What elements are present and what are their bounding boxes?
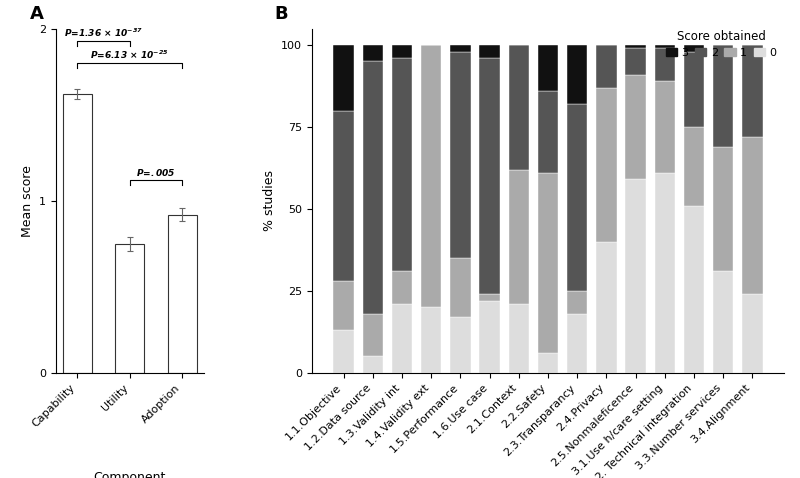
Bar xyxy=(626,45,646,48)
Bar xyxy=(567,104,587,291)
Bar xyxy=(362,314,383,357)
Bar xyxy=(654,48,675,81)
Text: B: B xyxy=(274,5,288,22)
Text: $\bfit{P}$=$\bfit{.005}$: $\bfit{P}$=$\bfit{.005}$ xyxy=(136,167,176,178)
Bar xyxy=(450,317,470,373)
Bar xyxy=(742,137,762,294)
Text: $\bfit{P}$=$\bfit{1.36}$ × $\bfit{10}^{\bfit{-37}}$: $\bfit{P}$=$\bfit{1.36}$ × $\bfit{10}^{\… xyxy=(64,27,143,39)
Bar xyxy=(538,353,558,373)
Bar xyxy=(450,45,470,52)
Bar xyxy=(392,45,412,58)
Bar xyxy=(168,215,197,373)
Bar xyxy=(334,281,354,330)
Bar xyxy=(684,52,704,127)
Bar xyxy=(567,45,587,104)
Bar xyxy=(450,258,470,317)
Bar xyxy=(479,45,500,58)
Bar xyxy=(567,291,587,314)
Bar xyxy=(713,271,734,373)
Bar xyxy=(596,87,617,242)
Text: A: A xyxy=(30,5,43,22)
Legend: 3, 2, 1, 0: 3, 2, 1, 0 xyxy=(664,27,778,60)
Bar xyxy=(479,301,500,373)
Bar xyxy=(509,45,529,170)
Bar xyxy=(479,294,500,301)
Bar xyxy=(742,294,762,373)
Bar xyxy=(450,52,470,258)
Bar xyxy=(334,330,354,373)
Bar xyxy=(334,45,354,110)
Bar xyxy=(626,179,646,373)
Bar xyxy=(362,62,383,314)
Bar xyxy=(626,75,646,179)
Bar xyxy=(362,45,383,62)
Bar xyxy=(538,91,558,173)
Bar xyxy=(509,304,529,373)
Bar xyxy=(654,173,675,373)
Bar xyxy=(538,173,558,353)
Bar xyxy=(509,170,529,304)
Bar xyxy=(538,45,558,91)
Bar xyxy=(392,58,412,271)
Bar xyxy=(684,45,704,52)
Bar xyxy=(713,147,734,271)
Bar xyxy=(392,304,412,373)
Bar xyxy=(115,244,144,373)
Y-axis label: Mean score: Mean score xyxy=(21,165,34,237)
Y-axis label: % studies: % studies xyxy=(262,170,276,231)
Bar xyxy=(567,314,587,373)
Bar xyxy=(626,48,646,75)
Bar xyxy=(742,45,762,137)
Bar xyxy=(596,242,617,373)
Text: $\bfit{P}$=$\bfit{6.13}$ × $\bfit{10}^{\bfit{-25}}$: $\bfit{P}$=$\bfit{6.13}$ × $\bfit{10}^{\… xyxy=(90,49,169,61)
Bar xyxy=(596,45,617,87)
Bar xyxy=(713,45,734,147)
Bar xyxy=(654,81,675,173)
Bar xyxy=(654,45,675,48)
Bar xyxy=(392,271,412,304)
Bar xyxy=(62,94,92,373)
Bar xyxy=(334,110,354,281)
Bar xyxy=(421,45,442,307)
X-axis label: Component: Component xyxy=(94,471,166,478)
Bar xyxy=(684,127,704,206)
Bar xyxy=(421,307,442,373)
Bar xyxy=(684,206,704,373)
Bar xyxy=(362,357,383,373)
Bar xyxy=(479,58,500,294)
